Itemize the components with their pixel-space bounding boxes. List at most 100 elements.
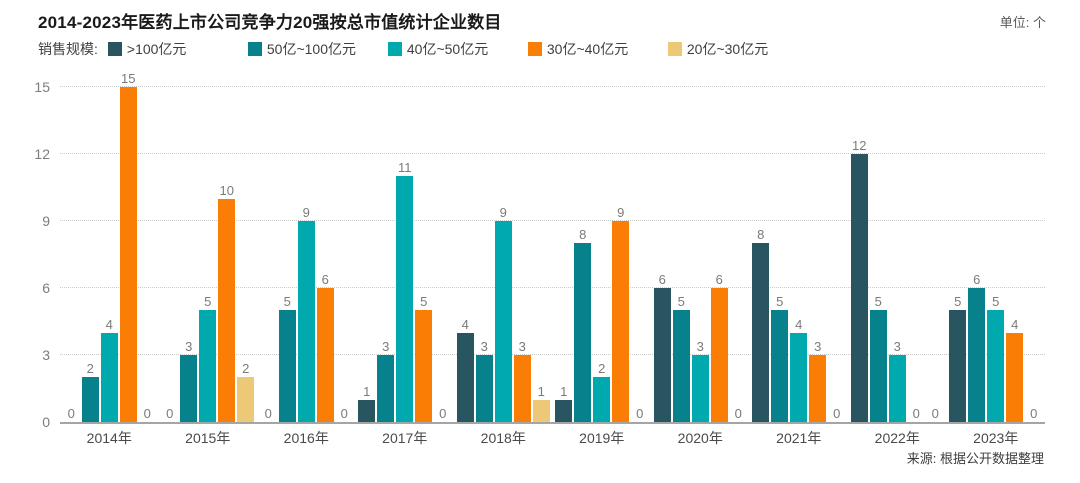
bar-value-label: 12 [852,138,867,153]
x-axis-label: 2016年 [283,430,329,446]
bar-value-label: 0 [264,406,272,421]
bar-slot: 1 [358,87,376,422]
bar-value-label: 3 [814,339,822,354]
legend-item: 20亿~30亿元 [667,39,808,59]
bar-slot: 5 [278,87,296,422]
bar-value-label: 0 [67,406,75,421]
bar-value-label: 0 [833,406,841,421]
bar-value-label: 5 [677,294,685,310]
bar [593,377,611,422]
bar-value-label: 5 [283,294,291,310]
bar-value-label: 0 [931,406,939,421]
bar-value-label: 9 [499,205,507,220]
legend-swatch-icon [667,42,682,56]
bar-slot: 4 [456,87,474,422]
year-group: 1 3 11 5 0 [356,87,455,422]
bar-slot: 1 [532,87,550,422]
x-axis-label: 2017年 [382,430,428,446]
legend-item: >100亿元 [107,39,248,59]
bar-value-label: 3 [696,339,704,354]
bar-slot: 0 [631,87,648,422]
bar-slot: 3 [809,87,827,422]
bar-slot: 3 [475,87,493,422]
legend-item-label: >100亿元 [126,41,187,57]
x-axis-label: 2023年 [973,430,1019,446]
bar-slot: 11 [396,87,414,422]
y-axis-label: 15 [34,79,50,95]
bar-value-label: 11 [398,160,412,176]
year-group: 12 5 3 0 0 [848,87,947,422]
bar-slot: 15 [119,72,137,422]
bar [752,243,770,422]
bar-value-label: 3 [185,339,193,354]
bar-value-label: 5 [420,294,428,310]
legend-prefix: 销售规模: [38,41,98,57]
bar [555,399,573,422]
legend: 销售规模: >100亿元 50亿~100亿元 40亿~50亿元 30亿~40亿元 20亿… [38,39,808,59]
bar-value-label: 9 [617,205,625,220]
bar-value-label: 5 [204,294,212,310]
bar-value-label: 6 [658,272,666,287]
bar-slot: 12 [850,87,868,422]
year-group: 0 5 9 6 0 [257,87,356,422]
bar [415,310,433,422]
bar [358,399,376,422]
bar-value-label: 3 [518,339,526,354]
bar-slot: 5 [415,87,433,422]
bar-slot: 3 [691,87,709,422]
bars-container: 0 2 4 15 0 0 3 5 10 2 0 5 9 6 0 1 3 11 5 0 4 3 9 3 1 1 8 2 9 0 6 5 3 6 0 8 5… [60,72,1046,422]
bar [672,310,690,422]
bar [494,221,512,422]
bar [809,355,827,422]
bar [180,355,198,422]
bar-value-label: 4 [795,316,803,332]
bar-value-label: 1 [363,383,371,399]
gridline [60,86,1045,87]
bar [710,288,728,422]
bar-slot: 6 [968,87,986,422]
bar-value-label: 5 [954,294,962,310]
bar-slot: 6 [653,87,671,422]
bar-slot: 3 [377,87,395,422]
bar [81,377,99,422]
bar-slot: 5 [672,87,690,422]
x-axis-label: 2018年 [480,430,526,446]
bar [513,355,531,422]
bar-value-label: 3 [893,339,901,354]
bar-value-label: 1 [560,383,568,399]
year-group: 0 2 4 15 0 [60,72,159,422]
bar-slot: 5 [987,87,1005,422]
bar-slot: 6 [710,87,728,422]
legend-item-label: 30亿~40亿元 [546,41,629,57]
bar-slot: 4 [100,87,118,422]
bar [297,221,315,422]
bar [237,377,255,422]
bar-slot: 9 [494,87,512,422]
legend-item-label: 40亿~50亿元 [406,41,489,57]
bar-slot: 0 [139,87,156,422]
bar [396,176,414,422]
x-axis-label: 2015年 [185,430,231,446]
bar-slot: 0 [908,87,925,422]
bar-value-label: 0 [166,406,174,421]
bar-value-label: 0 [636,406,644,421]
bar [100,332,118,422]
bar-value-label: 9 [302,205,310,220]
bar [1006,332,1024,422]
bar-value-label: 0 [143,406,151,421]
legend-item: 30亿~40亿元 [527,39,668,59]
bar [316,288,334,422]
bar-slot: 2 [81,87,99,422]
bar-slot: 9 [612,87,630,422]
bar-value-label: 2 [598,361,606,377]
bar [968,288,986,422]
bar-slot: 0 [927,87,944,422]
bar-value-label: 0 [734,406,742,421]
bar-slot: 0 [63,87,80,422]
bar-value-label: 1 [537,383,545,399]
bar [475,355,493,422]
